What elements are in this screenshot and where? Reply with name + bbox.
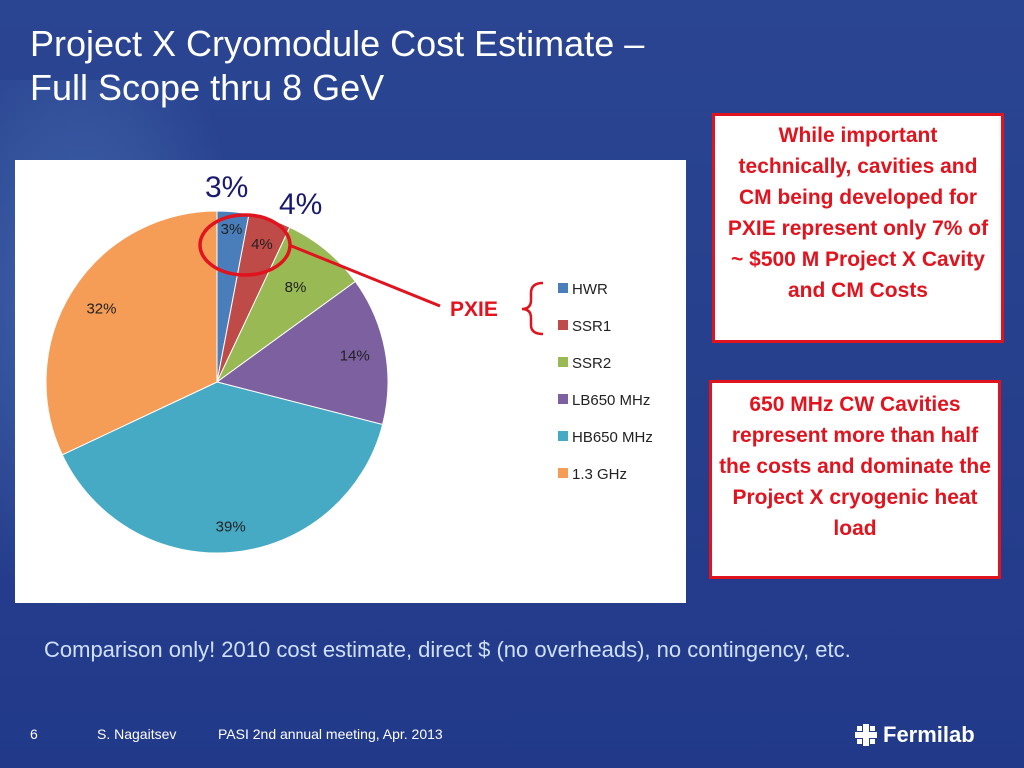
overlay-label-hwr: 3% [205,171,248,204]
legend-label-ssr1: SSR1 [572,318,611,335]
650mhz-callout-box: 650 MHz CW Cavities represent more than … [709,380,1001,579]
author: S. Nagaitsev [97,726,177,742]
pxie-label: PXIE [450,298,498,321]
title-line-1: Project X Cryomodule Cost Estimate – [30,23,645,64]
pie-slice-lb650-mhz [215,280,389,426]
data-label-ssr2: 8% [285,279,307,296]
legend-swatch-ssr1 [558,320,568,330]
overlay-label-ssr1: 4% [279,188,322,221]
data-label-hwr: 3% [221,221,243,238]
pxie-brace [521,281,544,336]
legend-swatch-ssr2 [558,357,568,367]
legend-label-ssr2: SSR2 [572,355,611,372]
legend-label-hb650-mhz: HB650 MHz [572,429,653,446]
legend-swatch-hb650-mhz [558,431,568,441]
data-label-lb650-mhz: 14% [340,348,370,365]
slide-title: Project X Cryomodule Cost Estimate – Ful… [30,22,750,110]
data-label-hb650-mhz: 39% [216,519,246,536]
pxie-connector-line [288,243,441,308]
fermilab-logo-icon [855,724,877,746]
legend-swatch-lb650-mhz [558,394,568,404]
page-number: 6 [30,726,38,742]
pie-slice-1-3-ghz [45,210,218,456]
title-line-2: Full Scope thru 8 GeV [30,67,385,108]
pie-slice-hb650-mhz [61,381,384,554]
fermilab-logo: Fermilab [855,722,975,748]
data-label-ssr1: 4% [251,236,273,253]
legend-label-hwr: HWR [572,281,608,298]
legend-swatch-hwr [558,283,568,293]
legend-swatch-1-3-ghz [558,468,568,478]
pxie-callout-box: While important technically, cavities an… [712,113,1004,343]
data-label-1-3-ghz: 32% [86,301,116,318]
logo-text: Fermilab [883,722,975,747]
footnote: Comparison only! 2010 cost estimate, dir… [44,637,851,662]
legend-label-lb650-mhz: LB650 MHz [572,392,650,409]
meeting-info: PASI 2nd annual meeting, Apr. 2013 [218,726,443,742]
legend-label-1-3-ghz: 1.3 GHz [572,466,627,483]
